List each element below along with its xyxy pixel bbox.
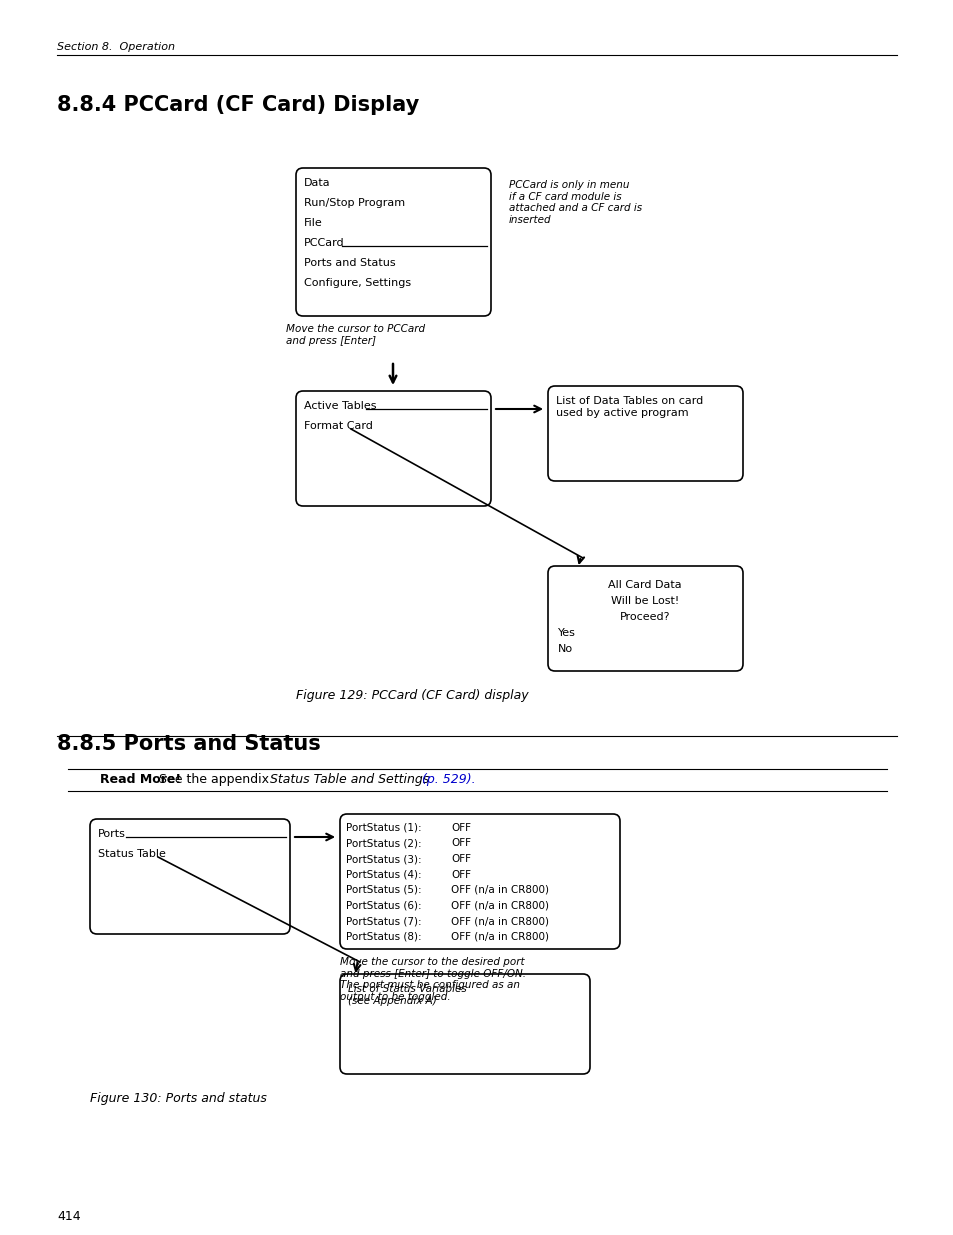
FancyBboxPatch shape	[547, 566, 742, 671]
FancyBboxPatch shape	[295, 168, 491, 316]
Text: Section 8.  Operation: Section 8. Operation	[57, 42, 174, 52]
Text: Move the cursor to the desired port
and press [Enter] to toggle OFF/ON.
The port: Move the cursor to the desired port and …	[339, 957, 525, 1002]
Text: All Card Data: All Card Data	[608, 580, 681, 590]
Text: OFF (n/a in CR800): OFF (n/a in CR800)	[451, 900, 548, 910]
FancyBboxPatch shape	[295, 391, 491, 506]
Text: Active Tables: Active Tables	[304, 401, 376, 411]
Text: OFF: OFF	[451, 853, 471, 864]
Text: Run/Stop Program: Run/Stop Program	[304, 198, 405, 207]
Text: PortStatus (6):: PortStatus (6):	[346, 900, 421, 910]
Text: Will be Lost!: Will be Lost!	[610, 597, 679, 606]
Text: Ports: Ports	[98, 829, 126, 839]
Text: PortStatus (5):: PortStatus (5):	[346, 885, 421, 895]
FancyBboxPatch shape	[90, 819, 290, 934]
Text: OFF: OFF	[451, 869, 471, 879]
Text: List of Status Variables
(see Appendix A): List of Status Variables (see Appendix A…	[348, 984, 466, 1005]
Text: List of Data Tables on card
used by active program: List of Data Tables on card used by acti…	[556, 396, 702, 417]
Text: PortStatus (8):: PortStatus (8):	[346, 931, 421, 941]
Text: Move the cursor to PCCard
and press [Enter]: Move the cursor to PCCard and press [Ent…	[286, 324, 425, 346]
Text: PortStatus (3):: PortStatus (3):	[346, 853, 421, 864]
Text: PortStatus (7):: PortStatus (7):	[346, 916, 421, 926]
Text: Figure 130: Ports and status: Figure 130: Ports and status	[90, 1092, 267, 1105]
Text: File: File	[304, 219, 322, 228]
Text: Configure, Settings: Configure, Settings	[304, 278, 411, 288]
Text: OFF (n/a in CR800): OFF (n/a in CR800)	[451, 931, 548, 941]
Text: Ports and Status: Ports and Status	[304, 258, 395, 268]
Text: Figure 129: PCCard (CF Card) display: Figure 129: PCCard (CF Card) display	[295, 689, 528, 701]
Text: PCCard: PCCard	[304, 238, 344, 248]
Text: See the appendix: See the appendix	[154, 773, 273, 785]
Text: OFF (n/a in CR800): OFF (n/a in CR800)	[451, 885, 548, 895]
FancyBboxPatch shape	[547, 387, 742, 480]
FancyBboxPatch shape	[339, 814, 619, 948]
Text: Status Table and Settings: Status Table and Settings	[270, 773, 429, 785]
Text: 8.8.5 Ports and Status: 8.8.5 Ports and Status	[57, 734, 320, 755]
Text: Read More!: Read More!	[100, 773, 181, 785]
FancyBboxPatch shape	[339, 974, 589, 1074]
Text: Status Table: Status Table	[98, 848, 166, 860]
Text: 8.8.4 PCCard (CF Card) Display: 8.8.4 PCCard (CF Card) Display	[57, 95, 418, 115]
Text: Data: Data	[304, 178, 331, 188]
Text: OFF (n/a in CR800): OFF (n/a in CR800)	[451, 916, 548, 926]
Text: 414: 414	[57, 1210, 81, 1223]
Text: PortStatus (4):: PortStatus (4):	[346, 869, 421, 879]
Text: No: No	[558, 643, 573, 655]
Text: Yes: Yes	[558, 629, 576, 638]
Text: Format Card: Format Card	[304, 421, 373, 431]
Text: OFF: OFF	[451, 839, 471, 848]
Text: Proceed?: Proceed?	[619, 613, 670, 622]
Text: PCCard is only in menu
if a CF card module is
attached and a CF card is
inserted: PCCard is only in menu if a CF card modu…	[509, 180, 641, 225]
Text: OFF: OFF	[451, 823, 471, 832]
Text: PortStatus (2):: PortStatus (2):	[346, 839, 421, 848]
Text: (p. 529).: (p. 529).	[417, 773, 476, 785]
Text: PortStatus (1):: PortStatus (1):	[346, 823, 421, 832]
